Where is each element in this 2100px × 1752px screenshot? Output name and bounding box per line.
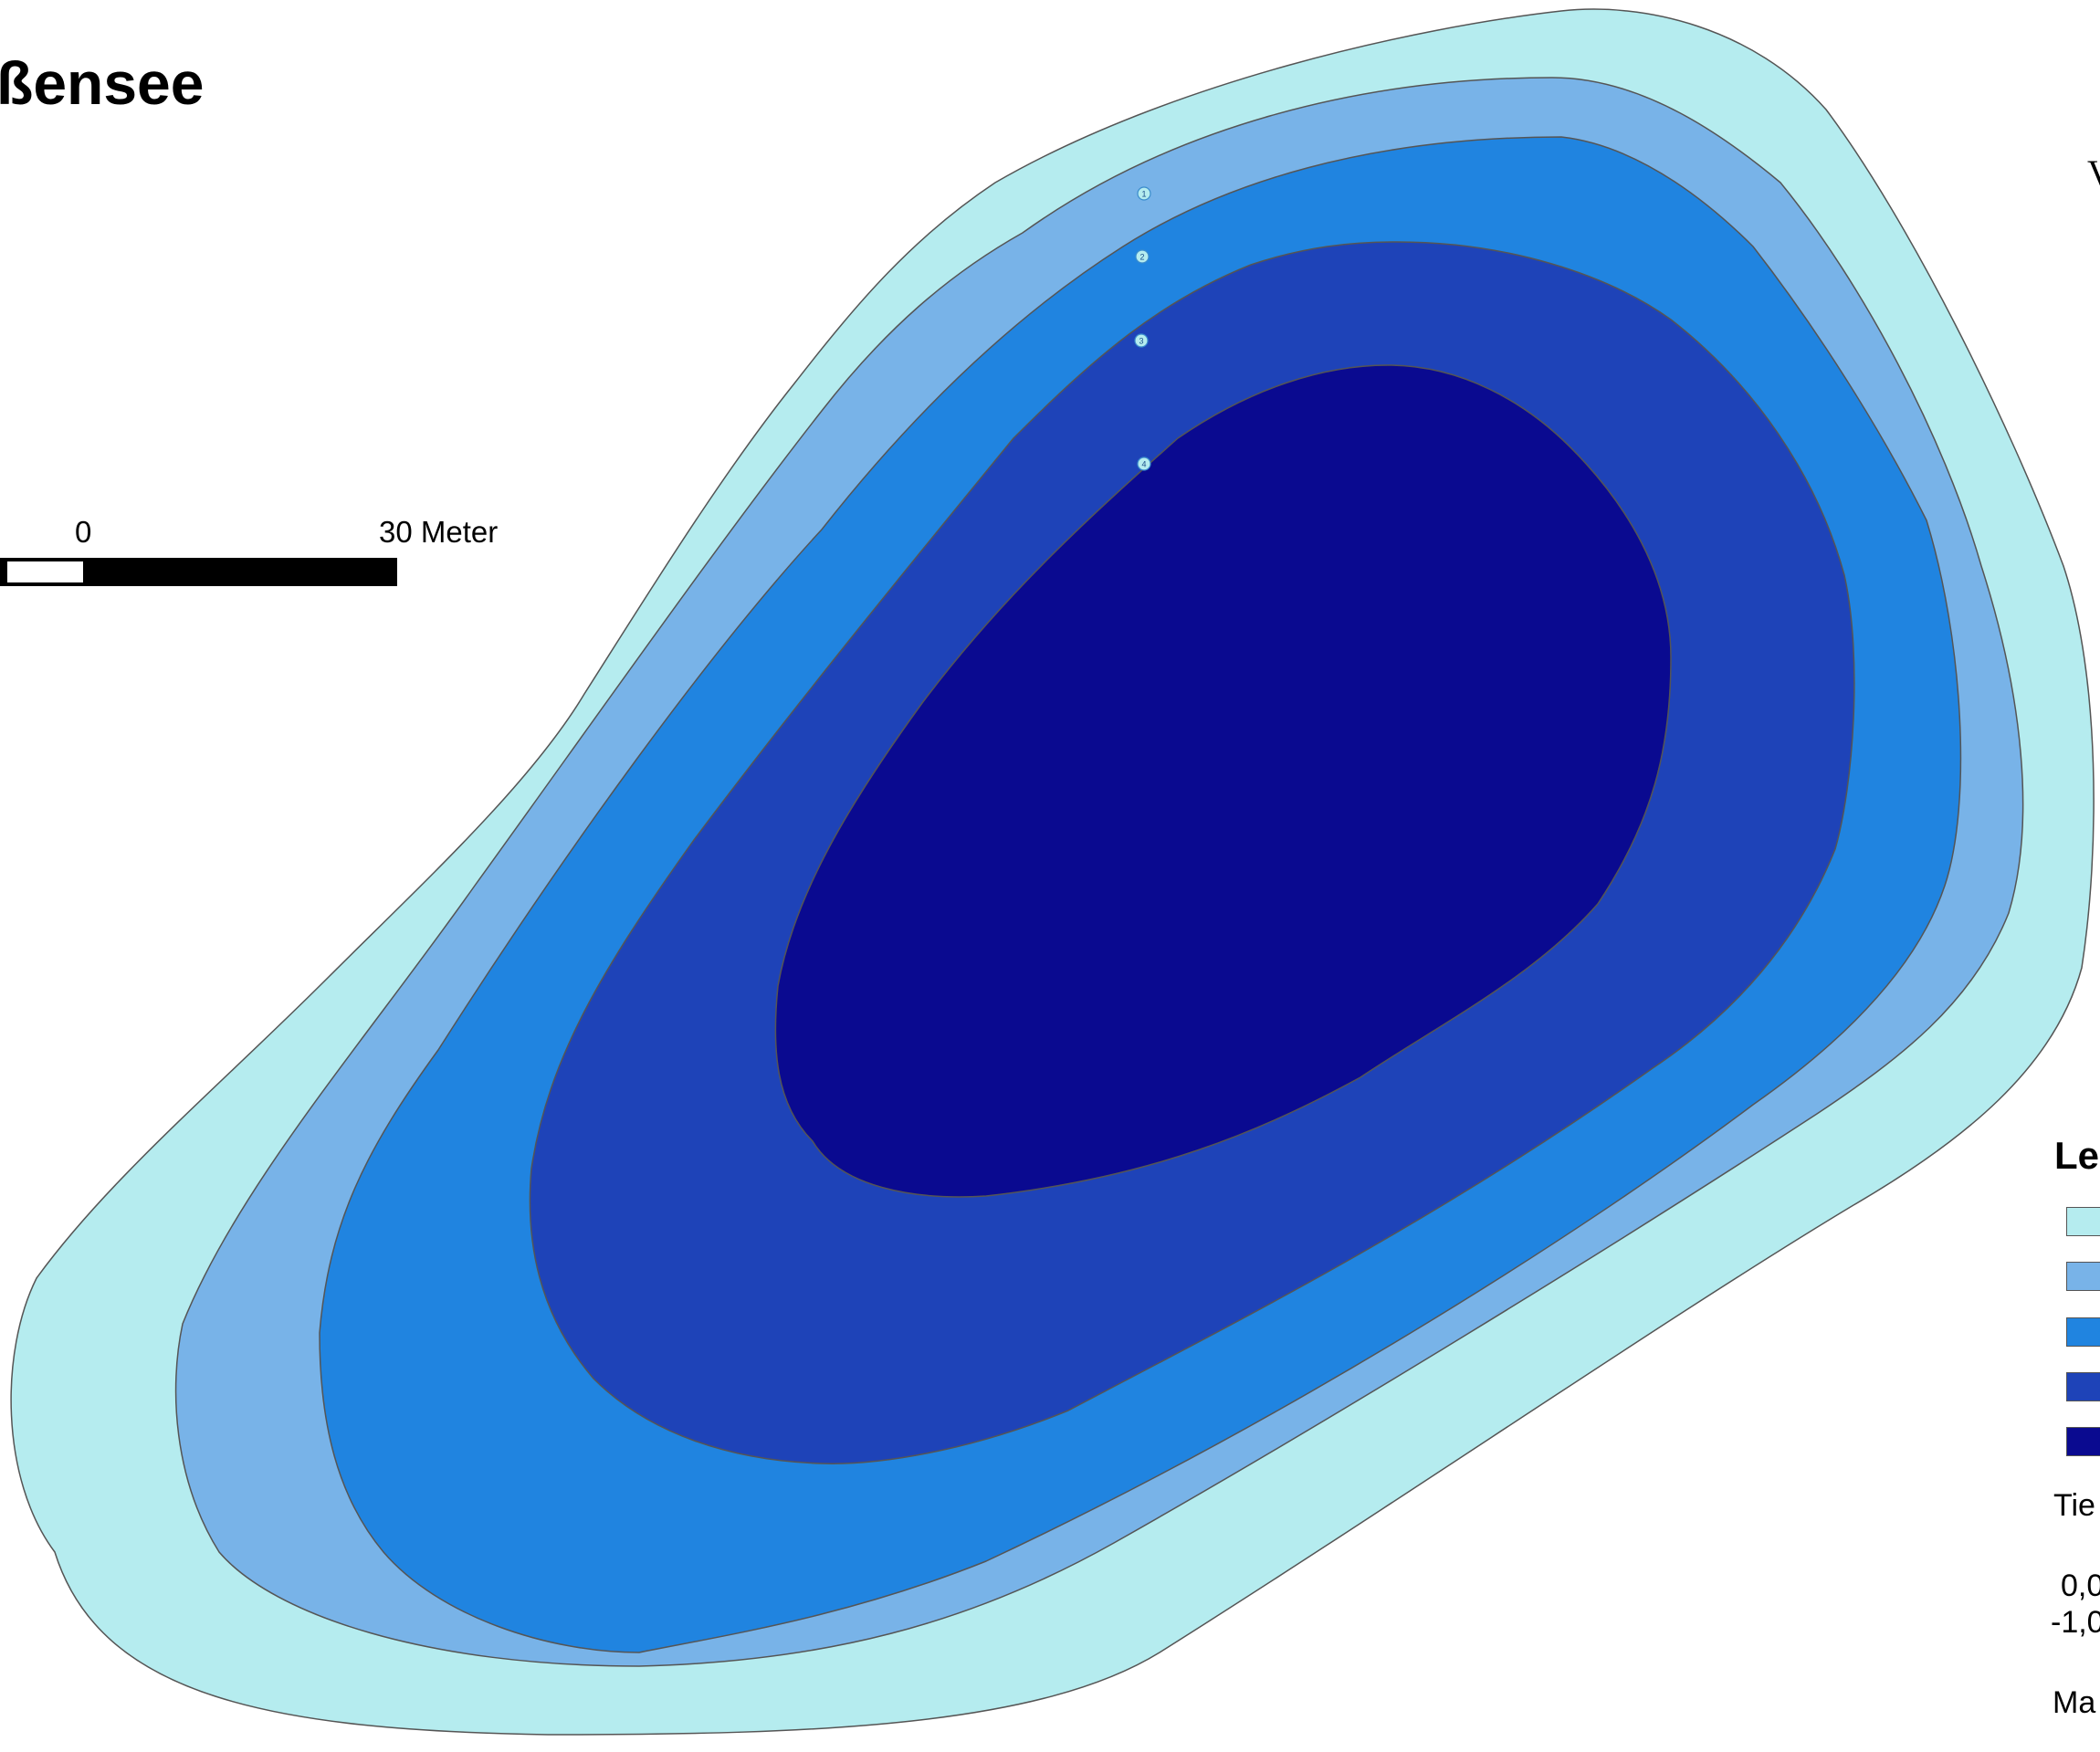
depth-marker-label: 1 <box>1141 190 1146 199</box>
north-arrow-label: V <box>2087 155 2100 192</box>
legend-swatch-zone-4 <box>2066 1372 2100 1401</box>
depth-marker-label: 4 <box>1141 460 1146 469</box>
depth-marker-label: 2 <box>1139 253 1144 262</box>
scale-bar <box>0 558 397 586</box>
depth-zone-5 <box>774 364 1672 1198</box>
legend-swatch-zone-5 <box>2066 1427 2100 1456</box>
scale-zero-label: 0 <box>75 515 92 549</box>
depth-marker-1[interactable]: 1 <box>1137 186 1151 201</box>
legend-depth-label: Tie <box>2053 1488 2095 1523</box>
depth-marker-3[interactable]: 3 <box>1134 333 1149 348</box>
scale-end-label: 30 Meter <box>379 515 499 549</box>
legend-swatch-zone-2 <box>2066 1262 2100 1291</box>
legend-range-top: 0,0 <box>2061 1568 2100 1603</box>
map-title: ßensee <box>0 49 205 117</box>
legend-swatch-zone-1 <box>2066 1207 2100 1236</box>
depth-marker-2[interactable]: 2 <box>1135 249 1150 264</box>
legend-range-bottom: -1,0 <box>2051 1605 2100 1640</box>
legend-scale-label: Ma <box>2053 1685 2096 1720</box>
legend-title: Le <box>2054 1134 2100 1177</box>
legend-swatch-zone-3 <box>2066 1317 2100 1347</box>
depth-marker-4[interactable]: 4 <box>1137 456 1151 471</box>
depth-marker-label: 3 <box>1139 337 1143 346</box>
